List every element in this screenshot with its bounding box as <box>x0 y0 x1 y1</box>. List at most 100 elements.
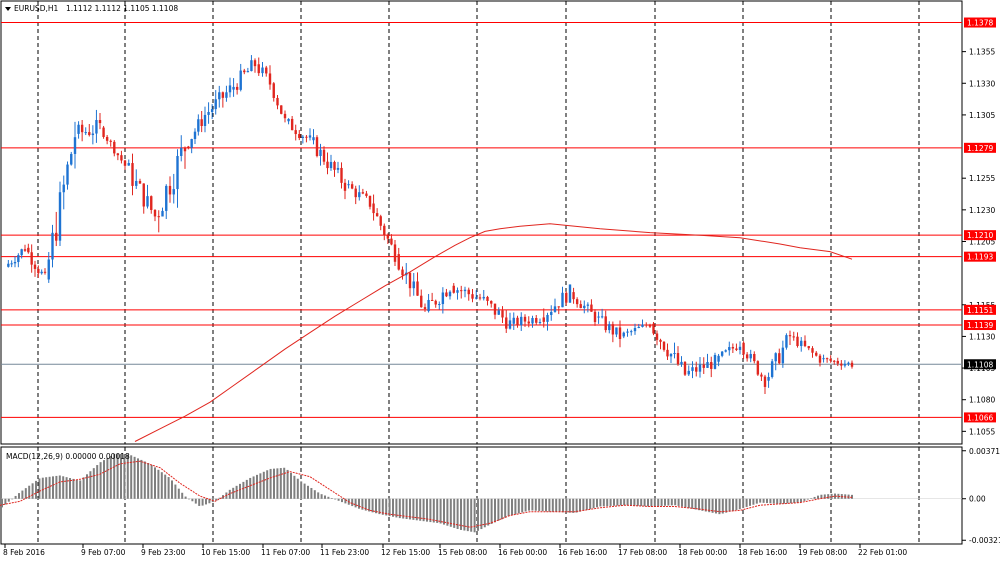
macd-bar <box>235 485 238 499</box>
candle-bull <box>13 262 17 264</box>
macd-bar <box>103 460 105 499</box>
price-tick-label: 1.1255 <box>969 174 995 183</box>
candle-bear <box>305 136 308 138</box>
candle-bull <box>172 189 175 195</box>
candle-bull <box>214 99 217 110</box>
macd-bar <box>120 453 122 499</box>
candle-bear <box>452 285 455 293</box>
candle-bull <box>691 367 694 371</box>
candle-bull <box>497 310 500 315</box>
candle-bear <box>501 310 504 318</box>
candle-bull <box>190 139 193 148</box>
candle-bull <box>161 210 164 217</box>
price-tick-label: 1.1055 <box>969 427 995 436</box>
candle-bear <box>200 119 203 127</box>
candle-bear <box>557 306 560 308</box>
macd-bar <box>827 494 830 499</box>
candle-bear <box>257 64 260 74</box>
macd-bar <box>568 498 571 513</box>
candle-bear <box>280 105 283 114</box>
macd-bar <box>579 498 581 512</box>
candle-bull <box>785 335 788 348</box>
macd-bar <box>541 498 544 512</box>
candle-bull <box>630 331 633 333</box>
price-axis: 1.1355 1.1330 1.1305 1.1255 1.1230 1.1205 1.11… <box>962 48 1000 545</box>
candle-bear <box>397 254 400 270</box>
macd-bar <box>415 498 418 521</box>
macd-bar <box>48 476 51 499</box>
macd-bar <box>426 498 428 522</box>
candle-bear <box>365 193 368 196</box>
macd-bar <box>276 468 279 499</box>
macd-bar <box>521 498 524 513</box>
candle-bear <box>618 327 622 339</box>
macd-bar <box>483 498 486 528</box>
current-price-label: 1.1108 <box>967 360 993 369</box>
candle-bear <box>183 148 187 152</box>
candle-bull <box>146 196 149 207</box>
macd-bar <box>776 498 779 504</box>
macd-bar <box>109 456 112 499</box>
candle-bear <box>695 367 698 372</box>
candle-bull <box>608 324 611 331</box>
candle-bear <box>109 140 112 142</box>
macd-bar <box>215 498 218 501</box>
candle-bull <box>586 304 590 306</box>
macd-bar <box>239 483 241 499</box>
macd-bar <box>14 495 17 499</box>
macd-bar <box>310 487 313 499</box>
macd-bar <box>548 498 551 512</box>
macd-bar <box>205 498 207 505</box>
macd-bar <box>585 498 588 510</box>
dropdown-arrow-icon[interactable] <box>5 7 11 11</box>
candle-bull <box>441 292 445 305</box>
time-tick-label: 10 Feb 15:00 <box>201 548 250 557</box>
macd-bar <box>422 498 425 522</box>
macd-bar <box>341 498 343 503</box>
macd-bar <box>813 496 816 499</box>
candle-bull <box>77 124 80 134</box>
macd-bar <box>769 498 772 504</box>
macd-bar <box>504 498 507 518</box>
macd-bar <box>293 475 296 499</box>
macd-bar <box>133 456 136 499</box>
macd-bar <box>72 478 75 499</box>
candle-bear <box>243 70 246 73</box>
macd-bar <box>228 489 231 499</box>
macd-bar <box>429 498 432 523</box>
candle-bull <box>10 263 13 265</box>
candle-bull <box>770 361 774 377</box>
macd-bar <box>851 494 853 499</box>
price-tick-label: 1.1130 <box>969 332 995 341</box>
level-tag <box>964 320 996 331</box>
macd-bar <box>24 488 27 499</box>
candle-bear <box>408 272 412 289</box>
macd-bar <box>157 469 160 499</box>
candle-bull <box>207 111 210 115</box>
macd-bar <box>252 476 255 499</box>
candle-bull <box>475 297 478 299</box>
macd-bar <box>82 477 85 499</box>
candle-bear <box>131 163 134 186</box>
candle-bear <box>460 290 463 292</box>
time-tick-label: 18 Feb 00:00 <box>678 548 727 557</box>
candle-bear <box>753 353 756 362</box>
candle-bull <box>728 347 731 351</box>
candle-bull <box>250 60 253 72</box>
candle-bull <box>66 164 69 185</box>
candle-bear <box>322 149 326 162</box>
candle-bear <box>43 271 47 273</box>
candle-bear <box>123 160 127 166</box>
candle-bull <box>531 318 534 324</box>
macd-bar <box>279 468 282 499</box>
macd-bar <box>69 478 71 499</box>
candle-bull <box>225 92 228 98</box>
macd-bar <box>762 498 765 503</box>
candle-bull <box>427 299 430 312</box>
candle-bull <box>583 305 586 309</box>
candle-bull <box>347 184 350 186</box>
candle-bull <box>600 316 604 318</box>
candle-bull <box>301 136 305 138</box>
level-tag <box>964 142 996 153</box>
